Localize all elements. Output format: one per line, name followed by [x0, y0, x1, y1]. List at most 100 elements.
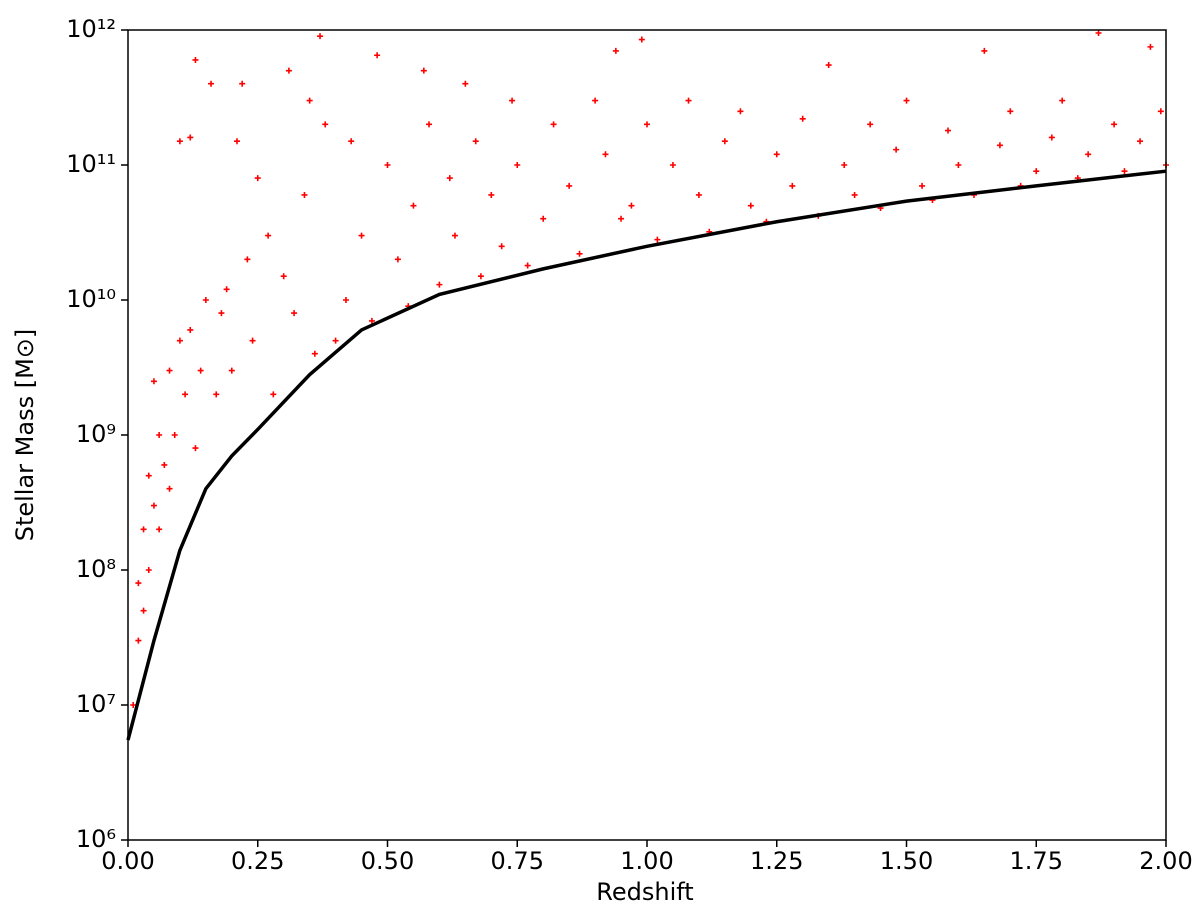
data-point — [208, 80, 215, 87]
x-tick-label: 1.50 — [880, 847, 933, 875]
data-point — [1033, 168, 1040, 175]
data-point — [156, 526, 163, 533]
data-point — [239, 80, 246, 87]
data-point — [192, 56, 199, 63]
data-point — [187, 134, 194, 141]
data-point — [317, 33, 324, 40]
data-point — [192, 445, 199, 452]
data-point — [368, 317, 375, 324]
x-tick-label: 0.75 — [491, 847, 544, 875]
x-axis-label: Redshift — [596, 878, 693, 906]
data-point — [150, 502, 157, 509]
data-point — [1048, 134, 1055, 141]
data-point — [602, 151, 609, 158]
data-point — [1121, 168, 1128, 175]
data-point — [695, 191, 702, 198]
data-point — [773, 151, 780, 158]
data-point — [789, 182, 796, 189]
data-point — [233, 138, 240, 145]
data-point — [332, 337, 339, 344]
data-point — [135, 637, 142, 644]
data-point — [1059, 97, 1066, 104]
data-point — [851, 191, 858, 198]
data-point — [374, 52, 381, 59]
data-point — [228, 367, 235, 374]
data-point — [280, 273, 287, 280]
data-point — [420, 67, 427, 74]
data-point — [202, 297, 209, 303]
data-point — [903, 97, 910, 104]
data-point — [291, 310, 298, 317]
data-point — [410, 202, 417, 209]
data-point — [747, 202, 754, 209]
x-tick-label: 1.25 — [750, 847, 803, 875]
data-point — [311, 350, 318, 357]
data-point — [270, 391, 277, 398]
data-point — [244, 256, 251, 263]
data-point — [446, 175, 453, 182]
y-tick-label: 10⁸ — [76, 555, 116, 583]
data-point — [342, 297, 349, 303]
data-point — [477, 273, 484, 280]
data-point — [509, 97, 516, 104]
data-point — [1085, 151, 1092, 158]
x-tick-label: 0.25 — [231, 847, 284, 875]
data-point — [799, 115, 806, 122]
data-point — [182, 391, 189, 398]
data-point — [981, 47, 988, 54]
y-tick-label: 10⁹ — [76, 420, 116, 448]
y-tick-label: 10¹⁰ — [66, 285, 116, 313]
data-point — [265, 232, 272, 239]
data-point — [254, 175, 261, 182]
x-tick-label: 0.00 — [101, 847, 154, 875]
data-point — [1147, 43, 1154, 50]
data-point — [462, 80, 469, 87]
data-point — [140, 526, 147, 533]
data-point — [223, 286, 230, 293]
data-point — [638, 36, 645, 43]
data-point — [451, 232, 458, 239]
data-point — [150, 378, 157, 385]
data-point — [176, 337, 183, 344]
data-point — [644, 121, 650, 128]
data-point — [426, 121, 433, 128]
line — [126, 169, 1167, 741]
data-point — [1157, 108, 1164, 115]
data-point — [197, 367, 204, 374]
data-point — [213, 391, 220, 398]
data-point — [825, 62, 832, 69]
data-point — [394, 256, 401, 263]
data-point — [628, 202, 635, 209]
data-point — [436, 281, 443, 288]
data-point — [841, 162, 848, 168]
plot-frame — [127, 29, 1167, 841]
data-point — [669, 162, 676, 168]
data-point — [919, 182, 926, 189]
data-point — [685, 97, 692, 104]
data-point — [285, 67, 292, 74]
y-tick-label: 10⁷ — [76, 690, 116, 718]
data-point — [514, 162, 521, 168]
data-point — [1137, 138, 1144, 145]
y-axis-label: Stellar Mass [M⊙] — [11, 329, 39, 542]
data-point — [161, 461, 168, 468]
data-point — [145, 472, 152, 479]
data-point — [592, 97, 599, 104]
data-point — [867, 121, 874, 128]
data-point — [156, 432, 163, 438]
data-point — [955, 162, 962, 168]
y-tick-label: 10¹¹ — [66, 150, 116, 178]
x-tick-label: 1.75 — [1010, 847, 1063, 875]
data-point — [996, 142, 1003, 149]
data-point — [488, 191, 495, 198]
data-point — [654, 236, 661, 243]
x-tick-label: 2.00 — [1139, 847, 1192, 875]
data-point — [1007, 108, 1014, 115]
data-point — [540, 215, 547, 222]
data-point — [524, 262, 531, 269]
data-point — [306, 97, 313, 104]
data-point — [135, 580, 142, 587]
data-point — [566, 182, 573, 189]
data-point — [140, 607, 147, 614]
